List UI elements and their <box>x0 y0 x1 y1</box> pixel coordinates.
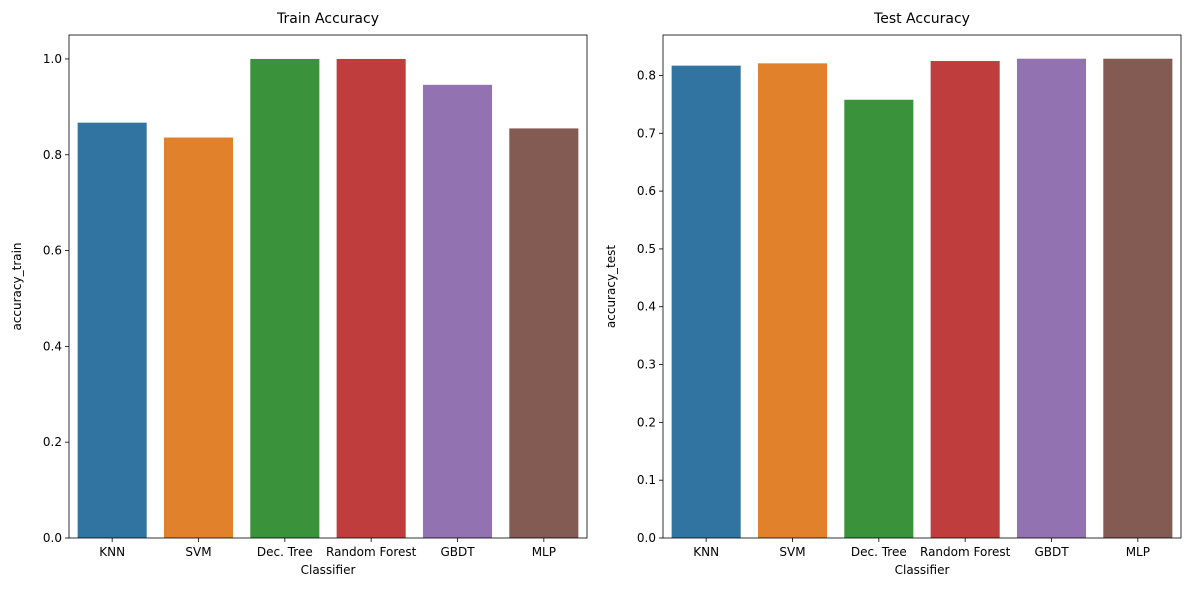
bar-2 <box>250 58 320 538</box>
chart-title: Test Accuracy <box>873 11 970 27</box>
y-tick-label: 0.0 <box>43 531 62 545</box>
y-tick-label: 0.2 <box>637 415 656 429</box>
bar-4 <box>422 84 493 538</box>
y-tick-label: 0.4 <box>43 339 62 353</box>
x-tick-label: MLP <box>1126 545 1150 559</box>
bar-2 <box>844 99 914 538</box>
x-tick-label: SVM <box>185 545 211 559</box>
y-tick-label: 0.6 <box>637 184 656 198</box>
axes-frame <box>662 34 1182 539</box>
chart-panel-0: KNN SVM Dec. Tree Random Forest GBDT MLP 0.0 0.… <box>10 11 588 577</box>
y-axis-label: accuracy_train <box>10 242 24 330</box>
x-tick-label: MLP <box>532 545 556 559</box>
x-axis-label: Classifier <box>301 563 356 577</box>
x-tick-label: KNN <box>693 545 719 559</box>
bar-3 <box>930 61 1000 538</box>
bar-3 <box>336 58 406 538</box>
x-tick-label: Dec. Tree <box>851 545 907 559</box>
bar-1 <box>163 137 234 539</box>
chart-panel-1: KNN SVM Dec. Tree Random Forest GBDT MLP 0.0 0.… <box>604 11 1182 577</box>
y-tick-label: 0.3 <box>637 358 656 372</box>
x-tick-label: GBDT <box>440 545 475 559</box>
bar-5 <box>1103 58 1173 539</box>
y-tick-label: 0.1 <box>637 473 656 487</box>
bar-5 <box>509 128 579 538</box>
y-tick-label: 0.5 <box>637 242 656 256</box>
x-tick-label: SVM <box>779 545 805 559</box>
y-tick-label: 0.4 <box>637 300 656 314</box>
x-tick-label: GBDT <box>1034 545 1069 559</box>
chart-title: Train Accuracy <box>276 11 379 27</box>
y-tick-label: 0.0 <box>637 531 656 545</box>
axes-frame <box>68 34 588 539</box>
bar-0 <box>671 65 741 539</box>
bar-0 <box>77 122 147 538</box>
y-tick-label: 1.0 <box>43 52 62 66</box>
x-tick-label: KNN <box>99 545 125 559</box>
y-tick-label: 0.7 <box>637 126 656 140</box>
x-tick-label: Dec. Tree <box>257 545 313 559</box>
y-tick-label: 0.6 <box>43 244 62 258</box>
x-axis-label: Classifier <box>895 563 950 577</box>
y-tick-label: 0.8 <box>637 68 656 82</box>
y-axis-label: accuracy_test <box>604 245 618 328</box>
bar-1 <box>757 63 828 538</box>
x-tick-label: Random Forest <box>326 545 417 559</box>
y-tick-label: 0.2 <box>43 435 62 449</box>
bar-4 <box>1016 58 1087 539</box>
y-tick-label: 0.8 <box>43 148 62 162</box>
x-tick-label: Random Forest <box>920 545 1011 559</box>
